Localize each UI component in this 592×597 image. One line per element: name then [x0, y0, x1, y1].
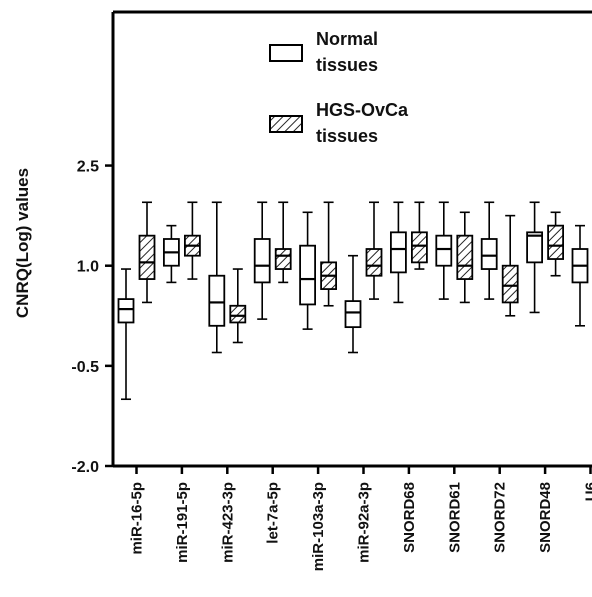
iqr-box — [435, 234, 453, 267]
plot-area — [111, 10, 592, 468]
category-label: U6 — [583, 482, 592, 501]
box-normal-9 — [480, 201, 498, 300]
legend: Normal tissues HGS-OvCa tissues — [269, 29, 409, 146]
box-series — [117, 201, 589, 401]
iqr-box — [229, 304, 247, 324]
box-hgs-8 — [456, 211, 474, 304]
legend-label-normal-line1: Normal — [316, 29, 378, 49]
box-normal-8 — [435, 201, 453, 300]
box-normal-5 — [299, 211, 317, 330]
box-hgs-7 — [410, 201, 428, 270]
box-normal-2 — [162, 224, 180, 284]
iqr-box — [389, 231, 407, 274]
category-label: miR-191-5p — [174, 482, 191, 563]
legend-label-hgs-line1: HGS-OvCa — [316, 100, 409, 120]
y-axis-title: CNRQ(Log) values — [13, 168, 32, 318]
box-hgs-9 — [501, 214, 519, 317]
iqr-box — [138, 234, 156, 280]
box-hgs-5 — [320, 201, 338, 307]
box-hgs-4 — [274, 201, 292, 284]
category-label: SNORD72 — [492, 482, 509, 553]
legend-swatch-hgs — [269, 115, 303, 133]
iqr-box — [526, 231, 543, 264]
category-label: miR-92a-3p — [356, 482, 373, 563]
box-hgs-3 — [229, 268, 247, 344]
y-tick-label: 1.0 — [77, 259, 99, 276]
box-normal-1 — [117, 268, 135, 401]
category-label: SNORD61 — [446, 482, 463, 553]
category-label: miR-16-5p — [129, 482, 146, 555]
iqr-box — [456, 234, 474, 280]
box-normal-7 — [389, 201, 407, 304]
category-label: miR-423-3p — [219, 482, 236, 563]
box-normal-4 — [253, 201, 271, 320]
iqr-box — [274, 248, 292, 270]
iqr-box — [410, 231, 428, 264]
iqr-box — [299, 244, 317, 306]
iqr-box — [365, 248, 383, 277]
iqr-box — [501, 264, 519, 304]
y-tick-label: -2.0 — [71, 459, 99, 476]
legend-label-normal-line2: tissues — [316, 55, 378, 75]
category-labels: miR-16-5p miR-191-5p miR-423-3p let-7a-5p mi… — [129, 482, 592, 571]
legend-label-hgs-line2: tissues — [316, 126, 378, 146]
category-label: let-7a-5p — [265, 482, 282, 544]
category-label: miR-103a-3p — [310, 482, 327, 571]
category-label: SNORD68 — [401, 482, 418, 553]
legend-swatch-normal — [269, 44, 303, 62]
box-hgs-2 — [183, 201, 201, 280]
iqr-box — [208, 274, 226, 327]
y-tick-label: 2.5 — [77, 159, 99, 176]
iqr-box — [480, 238, 498, 270]
box-hgs-1 — [138, 201, 156, 304]
category-label: SNORD48 — [537, 482, 554, 553]
box-hgs-10 — [547, 211, 564, 277]
box-normal-6 — [344, 254, 362, 354]
iqr-box — [253, 238, 271, 284]
iqr-box — [117, 298, 135, 324]
y-tick-label: -0.5 — [71, 359, 99, 376]
box-hgs-6 — [365, 201, 383, 300]
box-normal-11 — [571, 224, 589, 327]
iqr-box — [547, 224, 564, 260]
iqr-box — [344, 300, 362, 329]
y-axis-ticks: 2.5 1.0 -0.5 -2.0 — [71, 159, 113, 476]
box-normal-3 — [208, 201, 226, 354]
x-axis-ticks — [135, 466, 592, 474]
box-normal-10 — [526, 201, 543, 314]
